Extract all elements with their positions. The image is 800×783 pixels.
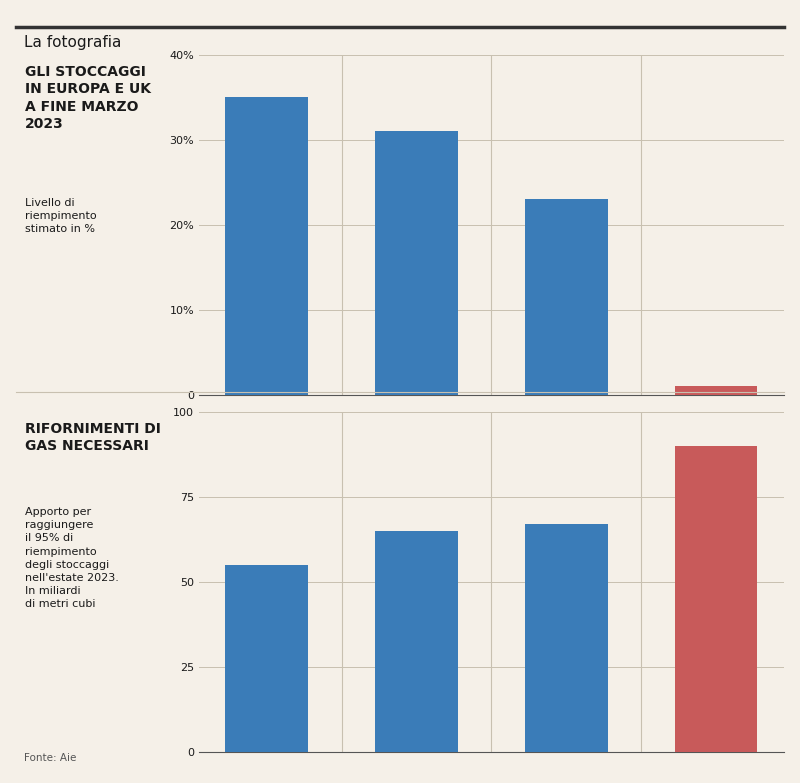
Text: Livello di
riempimento
stimato in %: Livello di riempimento stimato in % <box>25 197 97 234</box>
Bar <box>375 132 458 395</box>
Text: Fonte: Aie: Fonte: Aie <box>24 753 76 763</box>
Bar <box>675 386 758 395</box>
Text: La fotografia: La fotografia <box>24 35 122 50</box>
Text: RIFORNIMENTI DI
GAS NECESSARI: RIFORNIMENTI DI GAS NECESSARI <box>25 422 161 453</box>
Bar <box>375 531 458 752</box>
Bar <box>226 97 308 395</box>
Bar <box>525 200 607 395</box>
Text: GLI STOCCAGGI
IN EUROPA E UK
A FINE MARZO
2023: GLI STOCCAGGI IN EUROPA E UK A FINE MARZ… <box>25 65 151 131</box>
Bar <box>226 565 308 752</box>
Text: Apporto per
raggiungere
il 95% di
riempimento
degli stoccaggi
nell'estate 2023.
: Apporto per raggiungere il 95% di riempi… <box>25 507 119 609</box>
Bar <box>525 524 607 752</box>
Bar <box>675 446 758 752</box>
